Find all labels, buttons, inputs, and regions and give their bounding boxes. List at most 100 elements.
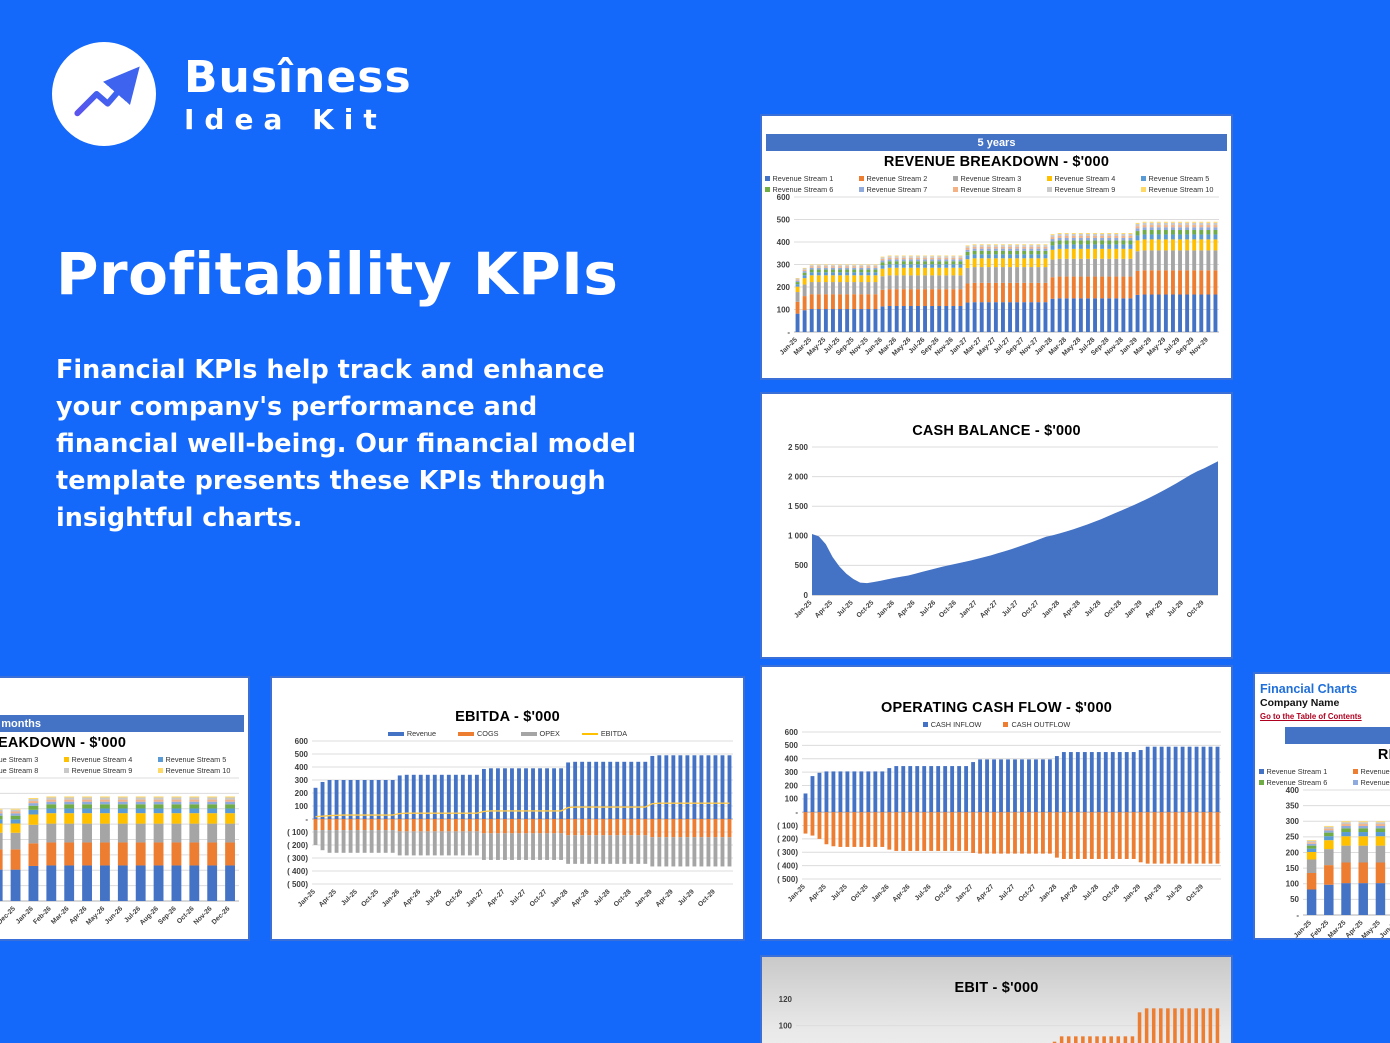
legend-marker [1140,187,1146,192]
svg-text:Apr-27: Apr-27 [486,888,506,908]
svg-text:Jan-28: Jan-28 [549,888,569,908]
legend-marker [1352,780,1358,785]
svg-text:( 500): ( 500) [287,880,308,889]
legend-marker [387,731,404,736]
svg-text:Oct-25: Oct-25 [850,883,870,903]
legend-item: COGS [458,729,499,738]
revenue-breakdown-5y-plot: -100200300400500600Jan-25Mar-25May-25Jul… [777,194,1219,358]
trend-arrow-icon [52,42,156,146]
legend-item: CASH OUTFLOW [1003,720,1070,729]
svg-text:Apr-29: Apr-29 [1143,883,1163,903]
page-title: Profitability KPIs [56,240,619,308]
legend-item: Revenue Stream 5 [157,755,246,764]
chart-legend: Revenue Stream 1 Revenue Stream 2 Revenue … [1258,767,1390,787]
svg-text:50: 50 [1290,895,1299,904]
legend-marker [858,176,864,181]
svg-text:( 100): ( 100) [287,828,308,837]
legend-label: Revenue Stream 6 [1266,778,1328,787]
svg-text:Jan-28: Jan-28 [1038,883,1058,903]
svg-text:Jul-26: Jul-26 [918,599,937,618]
legend-label: Revenue Stream 9 [71,766,133,775]
legend-item: Revenue Stream 1 [1258,767,1347,776]
svg-text:400: 400 [1286,787,1300,795]
svg-text:May-26: May-26 [85,905,106,926]
svg-text:Apr-28: Apr-28 [570,888,590,908]
svg-text:1 500: 1 500 [787,502,808,511]
legend-marker [952,176,958,181]
sheet-title: Financial Charts [1260,682,1358,696]
logo-line-2: Idea Kit [184,103,387,136]
legend-item: Revenue Stream 10 [1140,185,1229,194]
legend-label: Revenue Stream 5 [165,755,227,764]
table-of-contents-link[interactable]: Go to the Table of Contents [1260,712,1362,721]
panel-ebitda: EBITDA - $'000 Revenue COGS OPEX EBITDA( 500… [270,676,745,941]
legend-label: Revenue Stream 9 [1054,185,1116,194]
svg-text:500: 500 [785,741,799,750]
svg-text:Jan-27: Jan-27 [958,599,978,619]
svg-text:Jan-26: Jan-26 [15,905,35,925]
legend-label: Revenue Stream 8 [960,185,1022,194]
legend-item: CASH INFLOW [922,720,982,729]
svg-text:Jun-26: Jun-26 [104,905,125,926]
legend-label: Revenue Stream 2 [1360,767,1390,776]
svg-text:Jan-26: Jan-26 [875,599,895,619]
operating-cash-flow-plot: ( 500) ( 400) ( 300) ( 200) ( 100) - 100 200 300… [777,729,1221,904]
legend-marker [952,187,958,192]
svg-text:400: 400 [777,238,791,247]
legend-item: Revenue Stream 7 [858,185,947,194]
svg-text:Apr-26: Apr-26 [402,888,422,908]
svg-text:Jan-25: Jan-25 [793,599,813,619]
svg-text:( 300): ( 300) [777,848,798,857]
chart-title: REVENUE BREAKDOWN - $'000 [883,154,1110,170]
svg-text:100: 100 [785,795,799,804]
svg-text:Apr-26: Apr-26 [891,883,911,903]
panel-revenue-breakdown-24m-left: 24 months REVENUE BREAKDOWN - $'000 Revenu… [0,676,250,941]
legend-label: Revenue [406,729,437,738]
svg-text:500: 500 [794,561,808,570]
legend-marker [520,731,537,736]
legend-label: Revenue Stream 3 [960,174,1022,183]
svg-text:200: 200 [777,283,791,292]
legend-item: Revenue Stream 6 [764,185,853,194]
svg-text:Jul-25: Jul-25 [835,599,854,618]
svg-text:Jul-29: Jul-29 [1166,599,1185,618]
svg-text:( 400): ( 400) [287,867,308,876]
svg-text:Oct-28: Oct-28 [1103,599,1123,619]
svg-text:Jan-27: Jan-27 [954,883,974,903]
legend-marker [1140,176,1146,181]
svg-text:Oct-25: Oct-25 [360,888,380,908]
svg-text:300: 300 [777,260,791,269]
svg-text:Apr-28: Apr-28 [1059,883,1079,903]
chart-title: CASH BALANCE - $'000 [912,423,1081,439]
legend-label: Revenue Stream 7 [866,185,928,194]
legend-label: Revenue Stream 3 [0,755,39,764]
revenue-breakdown-24m-right-plot: -50100150200250300350400Jan-25Feb-25Mar-… [1286,787,1390,938]
page-description: Financial KPIs help track and enhance yo… [56,355,637,533]
svg-text:Feb-26: Feb-26 [32,905,53,926]
svg-text:100: 100 [777,305,791,314]
chart-period-header: 24 months [1285,727,1390,744]
svg-text:Jan-26: Jan-26 [381,888,401,908]
legend-marker [63,768,69,773]
legend-label: Revenue Stream 6 [772,185,834,194]
svg-text:600: 600 [777,194,791,202]
svg-text:Mar-26: Mar-26 [50,905,71,926]
svg-text:( 100): ( 100) [777,821,798,830]
svg-text:( 500): ( 500) [777,875,798,884]
panel-revenue-breakdown-5y: 5 years REVENUE BREAKDOWN - $'000 Revenue … [760,114,1233,380]
legend-item: Revenue Stream 4 [1046,174,1135,183]
svg-text:Dec-26: Dec-26 [211,905,232,926]
svg-text:( 200): ( 200) [777,835,798,844]
svg-text:1 000: 1 000 [787,532,808,541]
svg-text:Oct-26: Oct-26 [444,888,464,908]
svg-text:Oct-29: Oct-29 [1185,883,1205,903]
legend-marker [157,757,163,762]
legend-label: CASH INFLOW [930,720,982,729]
chart-title: EBITDA - $'000 [455,709,560,725]
legend-label: Revenue Stream 1 [1266,767,1328,776]
legend-label: OPEX [539,729,560,738]
svg-text:Apr-25: Apr-25 [808,883,828,903]
svg-text:2 500: 2 500 [787,443,808,452]
legend-marker [1003,722,1009,727]
legend-item: Revenue Stream 8 [952,185,1041,194]
